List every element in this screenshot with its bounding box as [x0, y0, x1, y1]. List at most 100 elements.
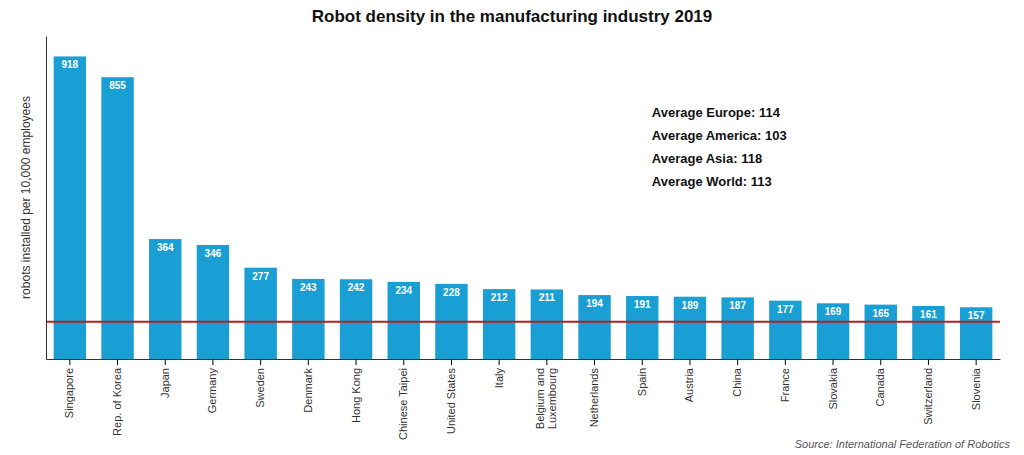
annotation-line: Average Asia: 118	[652, 151, 762, 166]
data-label: 177	[777, 304, 794, 315]
marks	[46, 56, 1000, 359]
x-tick-label-line: Singapore	[63, 368, 75, 418]
x-tick-mark	[880, 359, 881, 365]
x-tick-label: France	[779, 368, 791, 402]
x-tick-label-line: Germany	[206, 368, 218, 414]
bar	[912, 306, 944, 359]
bar	[54, 56, 86, 359]
bar	[197, 245, 229, 359]
x-tick: Sweden	[254, 359, 266, 408]
x-tick-label: Austria	[683, 367, 695, 402]
x-tick-label-line: Luxembourg	[546, 368, 558, 429]
title: Robot density in the manufacturing indus…	[312, 7, 713, 26]
x-tick-label-line: China	[731, 367, 743, 397]
x-tick: Belgium andLuxembourg	[534, 359, 558, 429]
x-tick-mark	[928, 359, 929, 365]
x-tick-mark	[212, 359, 213, 365]
reference-line	[46, 321, 1000, 323]
bar	[769, 301, 801, 359]
x-tick: Hong Kong	[350, 359, 362, 423]
data-label: 211	[539, 292, 556, 303]
data-label: 918	[62, 59, 79, 70]
bar	[483, 289, 515, 359]
x-tick-label: Denmark	[302, 368, 314, 413]
x-tick: Italy	[493, 359, 505, 388]
x-tick-label: United States	[445, 368, 457, 435]
bar	[292, 279, 324, 359]
x-tick: Rep. of Korea	[111, 359, 123, 436]
x-tick-mark	[69, 359, 70, 365]
x-tick-label-line: Slovakia	[827, 367, 839, 409]
x-tick-label: Switzerland	[922, 368, 934, 425]
x-tick-mark	[451, 359, 452, 365]
x-tick-label-line: Sweden	[254, 368, 266, 408]
data-label: 191	[634, 299, 651, 310]
x-tick: Spain	[636, 359, 648, 396]
bar	[721, 297, 753, 359]
x-tick-mark	[976, 359, 977, 365]
x-tick-label-line: Japan	[159, 368, 171, 398]
x-tick-mark	[785, 359, 786, 365]
x-tick-label-line: Spain	[636, 368, 648, 396]
x-tick: United States	[445, 359, 457, 434]
x-tick-label: Rep. of Korea	[111, 367, 123, 436]
x-tick-mark	[165, 359, 166, 365]
bar	[531, 289, 563, 359]
data-label: 189	[682, 300, 699, 311]
data-label: 346	[205, 248, 222, 259]
x-tick-mark	[594, 359, 595, 365]
x-tick-label: Germany	[206, 368, 218, 414]
x-tick-label: Canada	[874, 367, 886, 406]
x-tick: Canada	[874, 359, 886, 407]
y-label: robots installed per 10,000 employees	[19, 96, 33, 299]
data-label: 228	[443, 287, 460, 298]
x-tick-label: Chinese Taipei	[397, 368, 409, 440]
x-tick-label: Slovenia	[970, 367, 982, 410]
x-tick: Netherlands	[588, 359, 600, 427]
x-tick-label-line: Austria	[683, 367, 695, 402]
data-label: 234	[395, 285, 412, 296]
data-label: 243	[300, 282, 317, 293]
x-tick-mark	[403, 359, 404, 365]
x-tick-label-line: Slovenia	[970, 367, 982, 410]
x-axis-line	[47, 359, 1001, 360]
data-label: 187	[729, 300, 746, 311]
x-tick-mark	[308, 359, 309, 365]
annotation-line: Average America: 103	[652, 128, 787, 143]
data-label: 169	[825, 306, 842, 317]
x-tick-label-line: Denmark	[302, 368, 314, 413]
x-tick-mark	[117, 359, 118, 365]
bar	[674, 297, 706, 359]
x-tick-label-line: France	[779, 368, 791, 402]
x-tick-label-line: Netherlands	[588, 368, 600, 428]
data-label: 212	[491, 292, 508, 303]
x-tick: Slovenia	[970, 359, 982, 410]
x-tick-mark	[642, 359, 643, 365]
x-tick: Japan	[159, 359, 171, 398]
bar	[340, 279, 372, 359]
x-tick-label: Spain	[636, 368, 648, 396]
x-tick-mark	[737, 359, 738, 365]
annotation: Average Europe: 114Average America: 103A…	[652, 105, 787, 188]
data-labels: 9188553643462772432422342282122111941911…	[62, 59, 985, 321]
x-tick-label-line: Switzerland	[922, 368, 934, 425]
x-tick: Switzerland	[922, 359, 934, 425]
data-label: 242	[348, 282, 365, 293]
x-tick-label: Belgium andLuxembourg	[534, 368, 558, 429]
data-label: 855	[109, 80, 126, 91]
x-tick-mark	[356, 359, 357, 365]
x-tick: France	[779, 359, 791, 402]
source: Source: International Federation of Robo…	[795, 438, 1011, 450]
x-tick: China	[731, 359, 743, 397]
bar	[626, 296, 658, 359]
bar	[817, 303, 849, 359]
bar	[960, 307, 992, 359]
x-tick-label-line: Italy	[493, 368, 505, 389]
x-tick-label: Singapore	[63, 368, 75, 418]
x-tick: Austria	[683, 359, 695, 402]
x-tick-label: Japan	[159, 368, 171, 398]
x-tick: Slovakia	[827, 359, 839, 410]
x-tick-label-line: Hong Kong	[350, 368, 362, 423]
annotation-line: Average World: 113	[652, 174, 772, 189]
data-label: 157	[968, 310, 985, 321]
